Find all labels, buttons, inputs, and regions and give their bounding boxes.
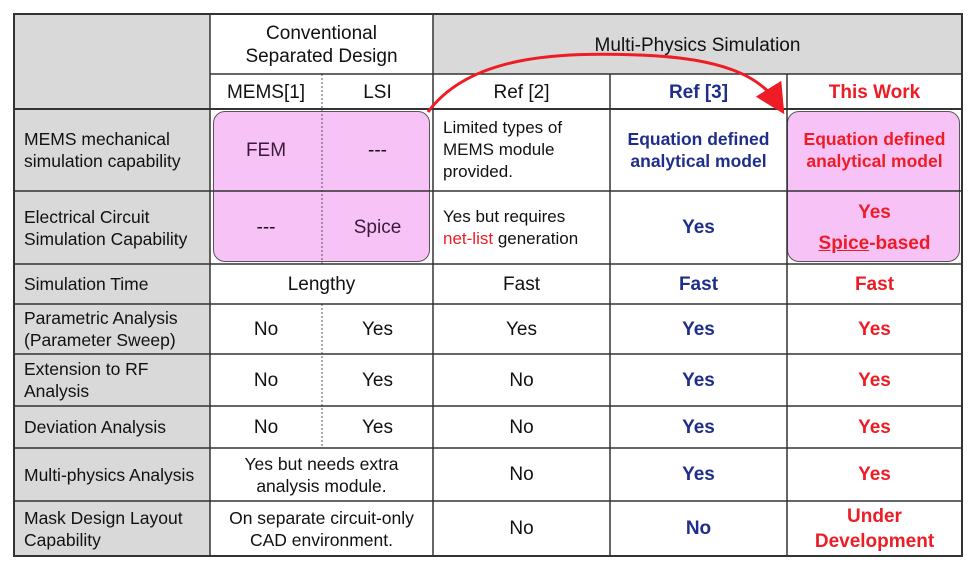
- cell-ref3-equation: Equation defined analytical model: [627, 129, 770, 171]
- cell-mems-deviation: No: [253, 416, 279, 438]
- cell-thiswork-spice: Yes Spice-based: [818, 201, 931, 254]
- header-corner: [14, 14, 210, 109]
- cell-ref2-parametric: Yes: [506, 318, 537, 340]
- header-conventional: Conventional Separated Design: [245, 23, 398, 67]
- cell-ref3-yes: Yes: [682, 217, 715, 238]
- thiswork-highlight: [787, 111, 960, 262]
- cell-thiswork-fast: Fast: [854, 273, 895, 295]
- cell-thiswork-mask: Under Development: [814, 505, 935, 552]
- cell-ref2-deviation: No: [509, 416, 534, 438]
- cell-lsi-spice: Spice: [353, 217, 402, 238]
- cell-ref2-limited: Limited types of MEMS module provided.: [443, 118, 563, 181]
- spice-underlined: Spice: [818, 232, 870, 254]
- cell-ref3-fast: Fast: [678, 273, 719, 295]
- cell-thiswork-rf: Yes: [858, 369, 891, 391]
- row-label-electrical-circuit: Electrical Circuit Simulation Capability: [24, 206, 188, 249]
- header-bg: [210, 14, 433, 74]
- cell-lsi-rf: Yes: [362, 369, 393, 391]
- cell-conv-lengthy: Lengthy: [287, 273, 356, 295]
- cell-lsi-parametric: Yes: [362, 318, 393, 340]
- cell-thiswork-parametric: Yes: [858, 318, 891, 340]
- cell-ref3-deviation: Yes: [682, 416, 715, 438]
- row-label-mems-mechanical: MEMS mechanical simulation capability: [24, 129, 181, 171]
- cell-mems-dash: ---: [256, 217, 276, 238]
- cell-ref3-rf: Yes: [682, 369, 715, 391]
- cell-mems-rf: No: [253, 369, 279, 391]
- row-label-deviation: Deviation Analysis: [24, 417, 167, 437]
- cell-conv-mask: On separate circuit-only CAD environment…: [229, 507, 414, 550]
- netlist-text: net-list: [443, 228, 494, 248]
- cell-mems-fem: FEM: [245, 139, 287, 161]
- row-label-column-bg: [14, 109, 210, 556]
- cell-lsi-dash: ---: [368, 139, 387, 161]
- cell-ref2-multiphysics: No: [509, 464, 534, 485]
- cell-lsi-deviation: Yes: [362, 416, 393, 438]
- cell-ref2-fast: Fast: [503, 273, 540, 295]
- cell-mems-parametric: No: [253, 318, 279, 340]
- col-header-ref3: Ref [3]: [668, 82, 729, 103]
- cell-ref2-rf: No: [509, 369, 534, 391]
- row-label-mask-design: Mask Design Layout Capability: [24, 507, 183, 550]
- cell-ref3-parametric: Yes: [682, 318, 715, 340]
- header-multiphysics: Multi-Physics Simulation: [594, 34, 801, 56]
- row-label-multiphysics: Multi-physics Analysis: [24, 464, 195, 485]
- cell-thiswork-multiphysics: Yes: [858, 464, 891, 485]
- col-header-lsi: LSI: [363, 82, 392, 103]
- cell-ref2-mask: No: [509, 518, 534, 539]
- row-label-parametric: Parametric Analysis (Parameter Sweep): [24, 308, 178, 350]
- row-label-rf: Extension to RF Analysis: [24, 359, 149, 401]
- cell-thiswork-equation: Equation defined analytical model: [803, 129, 946, 171]
- col-header-ref2: Ref [2]: [493, 82, 550, 103]
- cell-ref3-multiphysics: Yes: [682, 464, 715, 485]
- col-header-mems: MEMS[1]: [226, 82, 306, 103]
- cell-ref2-netlist: Yes but requires net-list generation: [443, 206, 579, 248]
- row-label-simulation-time: Simulation Time: [24, 274, 149, 294]
- col-header-thiswork: This Work: [828, 82, 921, 103]
- cell-conv-multiphysics: Yes but needs extra analysis module.: [244, 453, 399, 496]
- cell-thiswork-deviation: Yes: [858, 416, 891, 438]
- cell-ref3-mask: No: [685, 518, 712, 539]
- header-bg-multiphysics: [433, 14, 962, 74]
